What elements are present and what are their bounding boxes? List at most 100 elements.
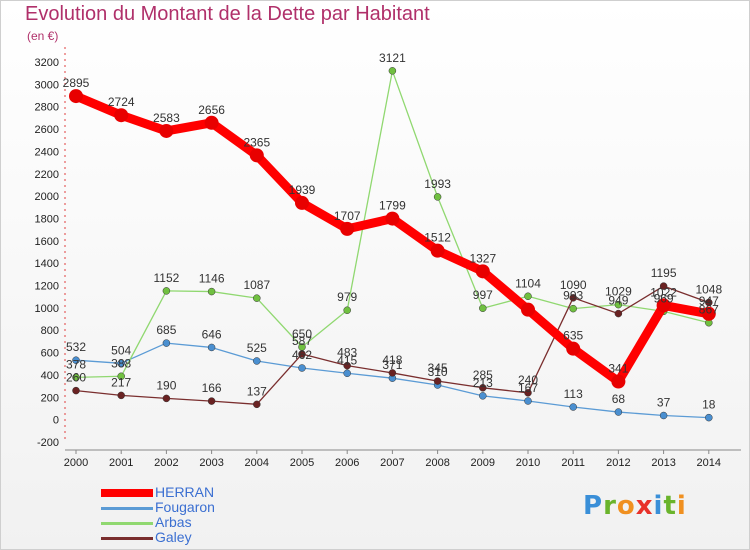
data-label-galey: 190 <box>156 378 176 392</box>
logo-letter: i <box>653 491 664 521</box>
data-point-arbas <box>524 292 532 301</box>
y-tick-label: 600 <box>41 348 59 360</box>
data-point-fougaron <box>705 413 713 422</box>
data-point-galey <box>117 391 125 400</box>
x-tick-label: 2003 <box>199 457 223 469</box>
x-tick-label: 2008 <box>425 457 449 469</box>
y-tick-label: -200 <box>37 437 59 449</box>
data-point-galey <box>479 384 487 392</box>
x-tick-label: 2014 <box>697 457 721 469</box>
y-tick-label: 200 <box>41 392 59 404</box>
data-label-fougaron: 310 <box>428 365 448 379</box>
data-point-fougaron <box>479 392 487 400</box>
data-label-galey: 137 <box>247 384 267 398</box>
logo-letter: x <box>635 491 654 521</box>
data-label-fougaron: 18 <box>702 398 716 412</box>
data-label-arbas: 1087 <box>243 278 270 292</box>
data-point-herran <box>69 89 83 104</box>
data-label-herran: 2656 <box>198 103 225 117</box>
data-label-galey: 260 <box>66 371 86 385</box>
data-label-fougaron: 525 <box>247 341 267 355</box>
y-tick-label: 1600 <box>35 236 59 248</box>
legend-label: HERRAN <box>155 484 215 500</box>
legend-swatch <box>101 522 153 525</box>
legend-label: Fougaron <box>155 499 215 515</box>
x-tick-label: 2012 <box>606 457 630 469</box>
data-label-arbas: 969 <box>654 291 674 305</box>
data-label-galey: 166 <box>202 381 222 395</box>
x-tick-label: 2009 <box>471 457 495 469</box>
x-tick-label: 2007 <box>380 457 404 469</box>
data-label-fougaron: 68 <box>612 392 626 406</box>
data-label-galey: 1090 <box>560 278 587 292</box>
logo-letter: P <box>583 491 604 521</box>
data-label-arbas: 3121 <box>379 51 406 65</box>
logo-letter: i <box>676 491 687 521</box>
data-label-galey: 285 <box>473 368 493 382</box>
data-label-galey: 1048 <box>695 283 722 297</box>
data-label-arbas: 979 <box>337 290 357 304</box>
data-point-fougaron <box>72 356 80 364</box>
logo-letter: r <box>603 491 617 521</box>
data-point-galey <box>705 298 713 307</box>
data-label-arbas: 1104 <box>515 276 541 290</box>
data-point-galey <box>207 397 216 405</box>
y-tick-label: 0 <box>53 415 59 427</box>
data-label-fougaron: 532 <box>66 340 86 354</box>
data-label-herran: 1327 <box>469 251 496 265</box>
data-point-galey <box>433 377 442 385</box>
data-label-herran: 2724 <box>108 95 135 109</box>
data-point-galey <box>388 369 397 377</box>
data-point-herran <box>430 243 445 258</box>
y-tick-label: 2600 <box>35 124 59 136</box>
x-tick-label: 2000 <box>64 457 88 469</box>
x-tick-label: 2005 <box>290 457 314 469</box>
data-point-arbas <box>253 294 261 302</box>
y-tick-label: 3000 <box>35 79 59 91</box>
data-label-galey: 483 <box>337 346 357 360</box>
data-point-herran <box>475 264 490 279</box>
data-label-herran: 341 <box>608 362 628 376</box>
data-point-fougaron <box>524 397 532 405</box>
data-point-arbas <box>72 373 80 382</box>
y-tick-label: 1800 <box>35 213 59 225</box>
data-point-arbas <box>433 193 442 201</box>
legend-swatch <box>101 507 153 510</box>
legend-swatch <box>101 537 153 540</box>
data-point-herran <box>114 108 129 123</box>
data-label-galey: 1195 <box>651 266 677 280</box>
chart-title: Evolution du Montant de la Dette par Hab… <box>25 3 430 25</box>
y-tick-label: 2200 <box>35 169 59 181</box>
data-label-fougaron: 415 <box>337 353 357 367</box>
data-label-arbas: 867 <box>699 303 719 317</box>
y-tick-label: 2400 <box>35 146 59 158</box>
data-label-fougaron: 685 <box>156 323 176 337</box>
data-point-fougaron <box>207 343 216 352</box>
data-label-herran: 1939 <box>289 183 316 197</box>
logo-letter: t <box>663 491 677 521</box>
y-tick-label: 2000 <box>35 191 59 203</box>
data-point-galey <box>659 282 668 290</box>
data-label-arbas: 650 <box>292 327 312 341</box>
data-point-arbas <box>614 300 623 309</box>
data-label-fougaron: 462 <box>292 348 312 362</box>
data-point-herran <box>521 302 535 317</box>
data-label-herran: 2365 <box>243 135 270 149</box>
data-point-arbas <box>479 304 487 312</box>
data-label-arbas: 997 <box>473 288 493 302</box>
data-point-herran <box>611 374 626 389</box>
data-label-herran: 1022 <box>650 285 677 299</box>
data-label-fougaron: 371 <box>382 358 402 372</box>
x-tick-label: 2011 <box>561 457 585 469</box>
x-tick-label: 2010 <box>516 457 540 469</box>
data-label-arbas: 378 <box>66 357 86 371</box>
data-point-galey <box>298 350 306 358</box>
data-label-arbas: 1029 <box>605 285 632 299</box>
data-point-fougaron <box>298 364 306 372</box>
data-point-arbas <box>388 67 397 75</box>
y-tick-label: 400 <box>41 370 59 382</box>
data-point-fougaron <box>343 369 351 378</box>
x-tick-label: 2004 <box>245 457 269 469</box>
data-label-fougaron: 113 <box>564 387 583 401</box>
data-point-galey <box>162 394 171 403</box>
